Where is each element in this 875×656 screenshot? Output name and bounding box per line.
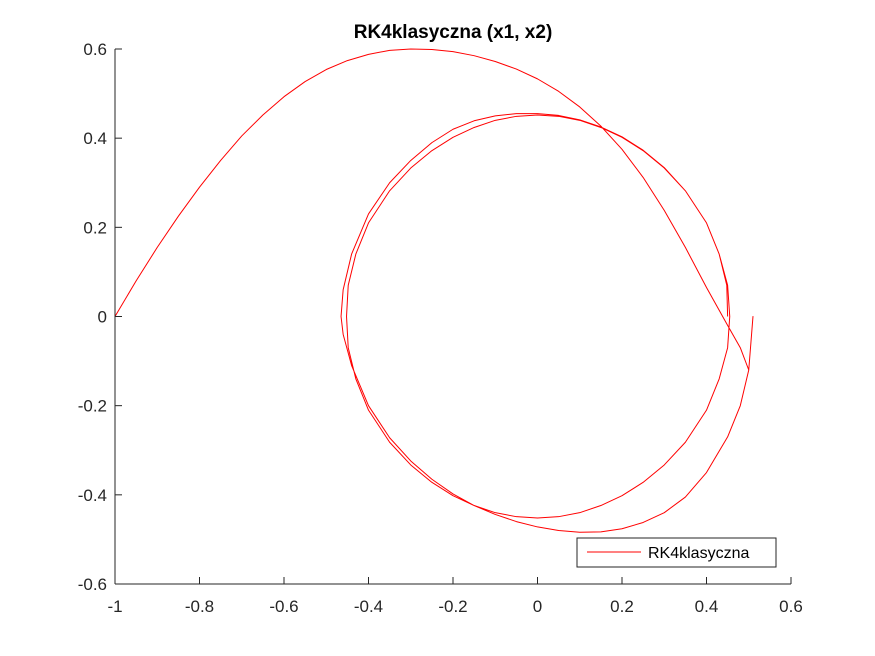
legend: RK4klasyczna [576,537,777,568]
y-tick-label: 0 [98,308,107,327]
y-tick-label: -0.4 [78,486,107,505]
x-ticks: -1 -0.8 -0.6 -0.4 -0.2 0 0.2 0.4 0.6 [107,577,803,616]
x-tick-label: -0.2 [438,597,467,616]
x-tick-label: 0.2 [610,597,634,616]
x-tick-label: -0.8 [185,597,214,616]
x-tick-label: 0.4 [695,597,719,616]
y-tick-label: 0.4 [83,129,107,148]
x-tick-label: 0.6 [779,597,803,616]
y-tick-label: 0.6 [83,40,107,59]
y-tick-label: -0.6 [78,575,107,594]
y-tick-label: -0.2 [78,397,107,416]
y-ticks: -0.6 -0.4 -0.2 0 0.2 0.4 0.6 [78,40,122,594]
y-tick-label: 0.2 [83,218,107,237]
x-tick-label: -0.6 [269,597,298,616]
series-line [114,48,754,533]
legend-label: RK4klasyczna [648,545,749,562]
chart-title: RK4klasyczna (x1, x2) [354,22,553,43]
x-tick-label: -0.4 [354,597,383,616]
plot-area [114,48,754,533]
x-tick-label: -1 [107,597,122,616]
x-tick-label: 0 [533,597,542,616]
